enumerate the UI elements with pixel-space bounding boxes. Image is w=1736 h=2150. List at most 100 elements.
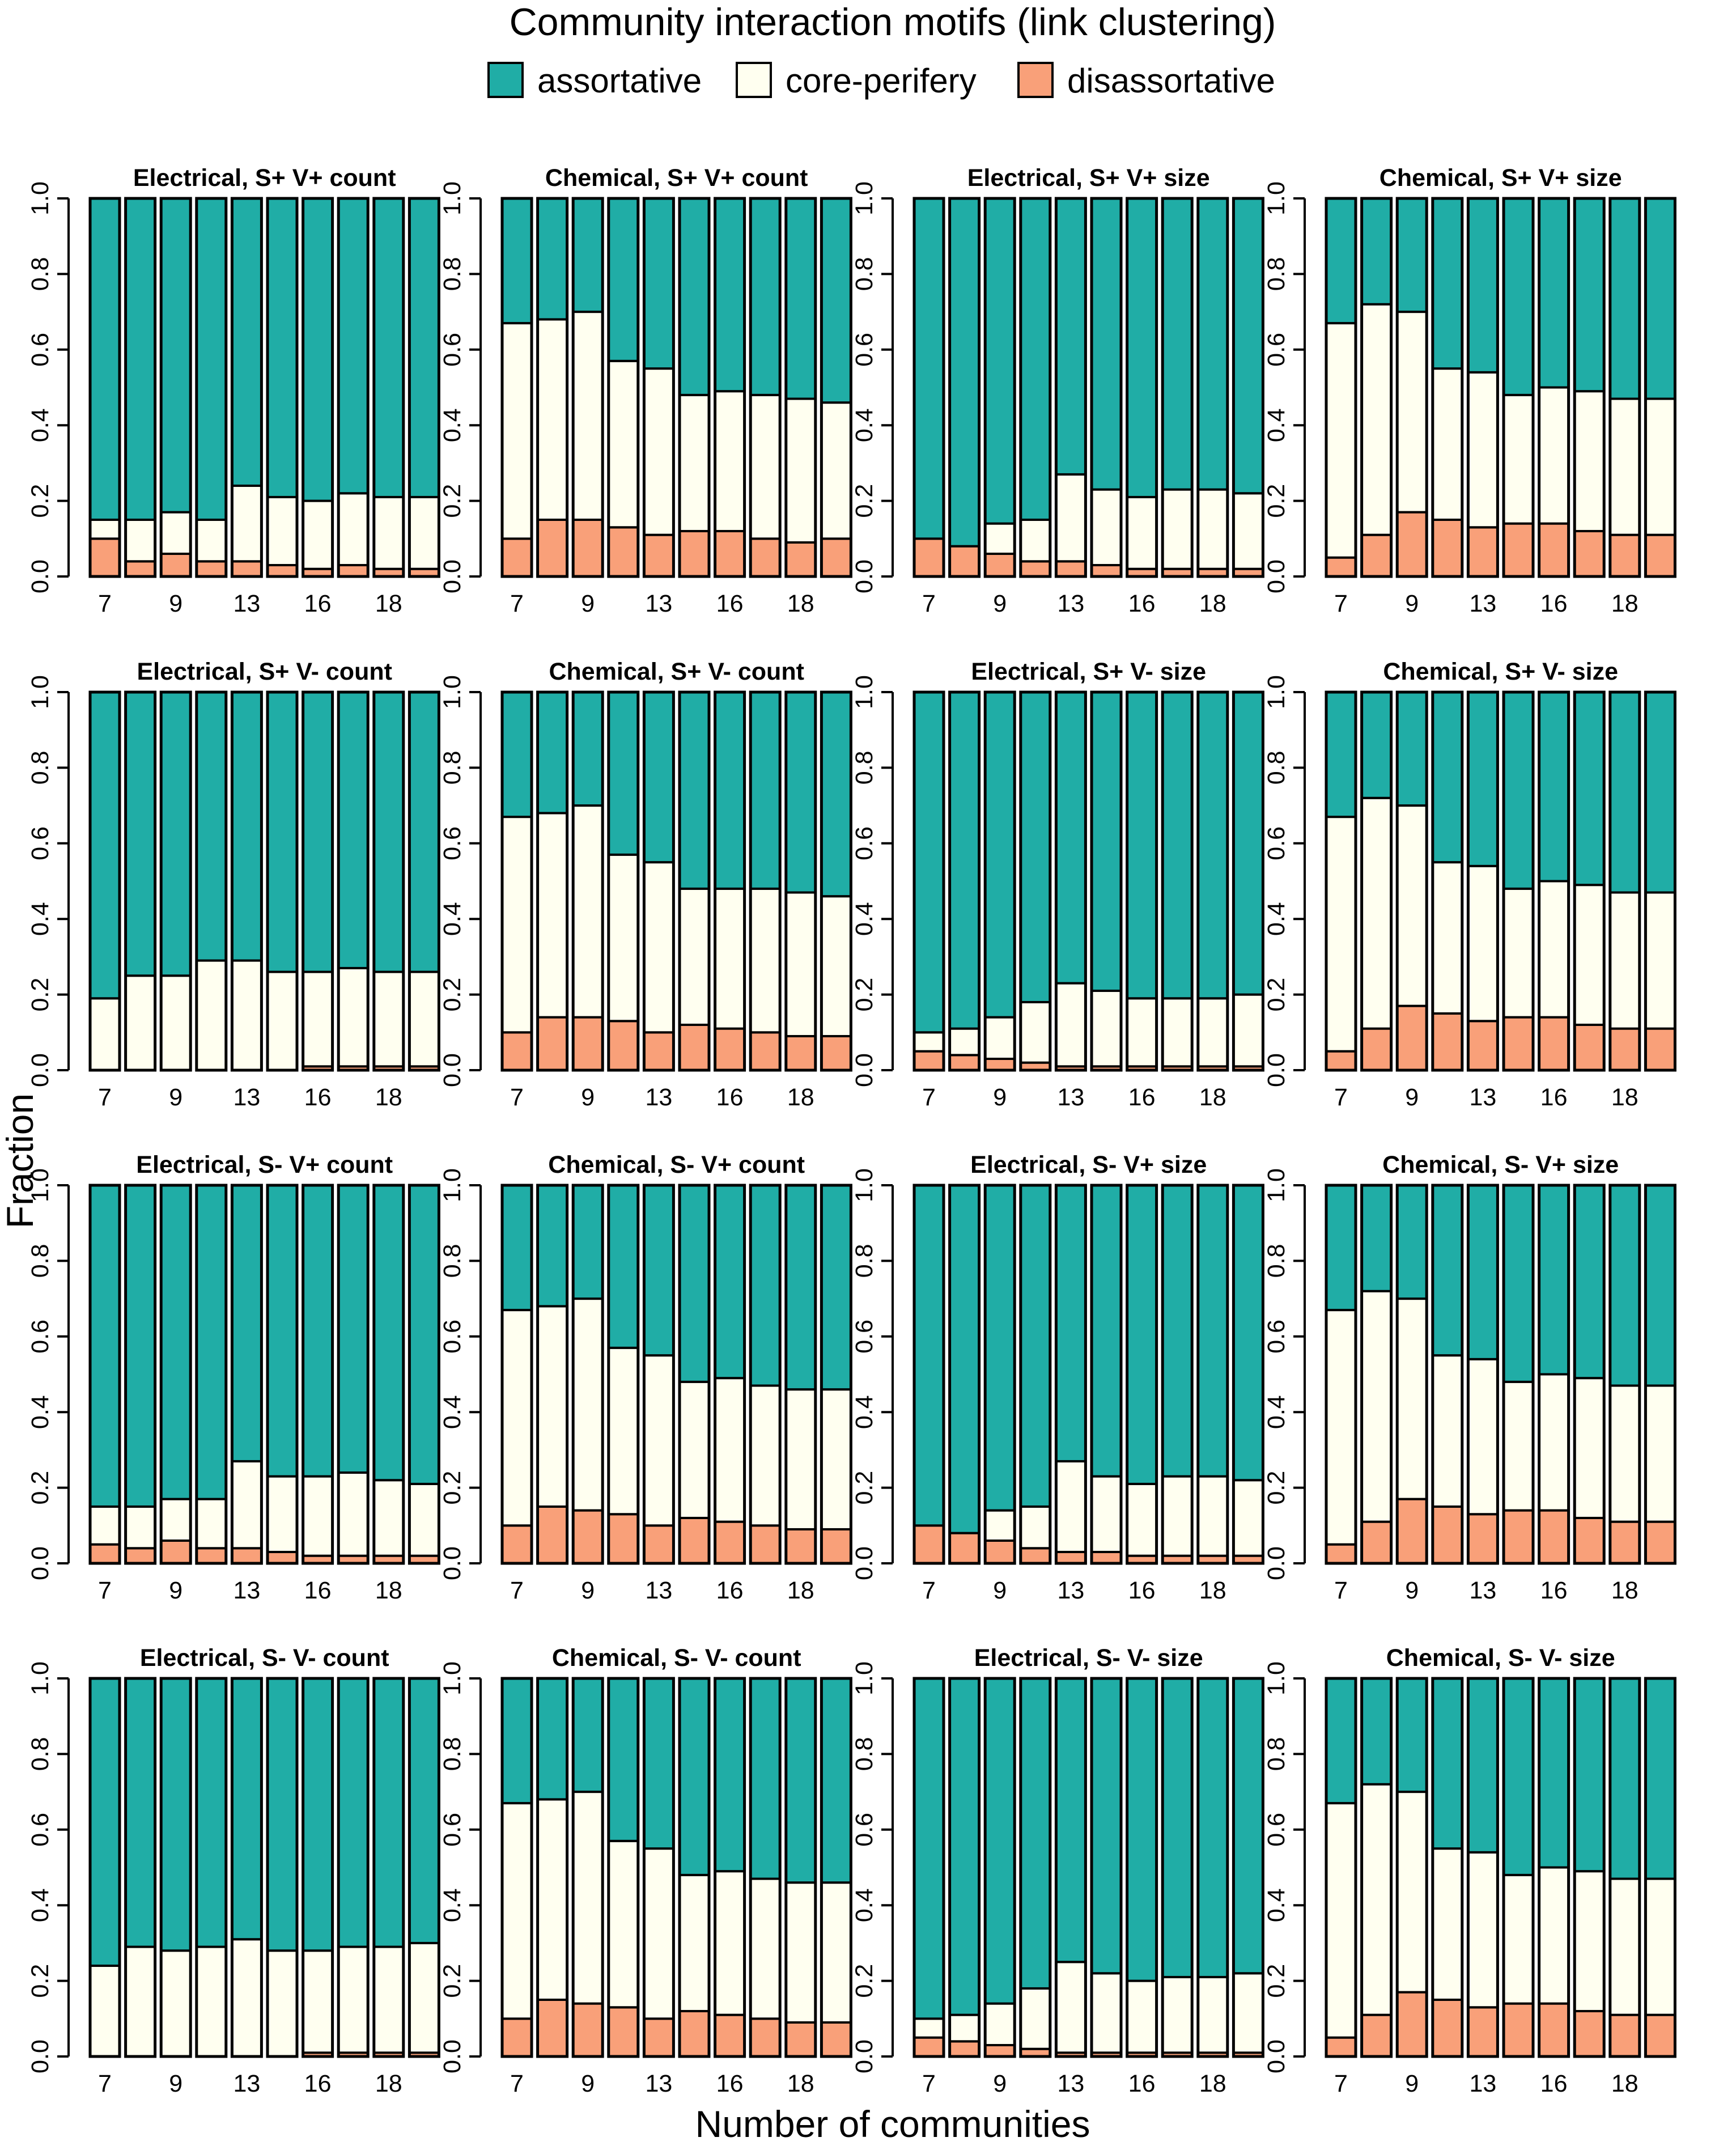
bar-segment-disassortative xyxy=(195,1547,227,1565)
bar-segment-disassortative xyxy=(1502,2002,1534,2058)
bar-segment-disassortative xyxy=(1538,522,1570,578)
bar-outline xyxy=(642,1677,675,2058)
bar-segment-disassortative xyxy=(1431,1012,1463,1071)
bar-segment-disassortative xyxy=(984,1539,1016,1564)
bar-segment-assortative xyxy=(1325,1677,1357,1805)
bar-segment-core-perifery xyxy=(1608,397,1641,536)
y-tick-label: 1.0 xyxy=(851,181,878,215)
bar-segment-disassortative xyxy=(1608,1027,1641,1072)
y-tick-label: 0.0 xyxy=(1263,1546,1290,1580)
bar-outline xyxy=(408,1184,440,1565)
bar-segment-core-perifery xyxy=(820,1388,852,1530)
bar-outline xyxy=(1644,1677,1676,2058)
bar-segment-assortative xyxy=(714,691,746,890)
bar-segment-assortative xyxy=(749,1677,782,1880)
bar-segment-assortative xyxy=(1431,197,1463,370)
panel-title: Electrical, S- V- size xyxy=(974,1644,1203,1672)
y-tick-label: 0.8 xyxy=(27,1244,54,1278)
bar-segment-assortative xyxy=(607,691,639,856)
x-tick-label: 13 xyxy=(1057,1577,1084,1604)
panel-title: Electrical, S+ V+ size xyxy=(967,164,1210,192)
bar-segment-assortative xyxy=(913,1677,945,2020)
panel-2: Chemical, S+ V+ count 0.0 0.2 0.4 0.6 0.8 1.0 7… xyxy=(439,164,852,617)
bar-segment-assortative xyxy=(1502,691,1534,890)
bar-segment-assortative xyxy=(948,691,981,1030)
x-tick-label: 13 xyxy=(233,1577,260,1604)
bar-segment-core-perifery xyxy=(1360,1290,1393,1523)
bar-outline xyxy=(749,1184,782,1565)
bar-segment-core-perifery xyxy=(1232,1479,1264,1557)
bar-outline xyxy=(536,1677,569,2058)
bar-segment-core-perifery xyxy=(1644,1877,1676,2016)
bar-outline xyxy=(302,197,334,578)
bar-outline xyxy=(372,197,405,578)
bar-segment-core-perifery xyxy=(124,1505,156,1550)
bar-segment-assortative xyxy=(572,1677,604,1793)
bar-outline xyxy=(1466,690,1499,1072)
bar-segment-assortative xyxy=(784,1677,817,1884)
x-tick-label: 9 xyxy=(993,1084,1007,1111)
bar-outline xyxy=(912,690,945,1072)
y-tick-label: 0.8 xyxy=(27,751,54,785)
x-tick-label: 16 xyxy=(716,2070,744,2097)
bar-outline xyxy=(820,1184,852,1565)
bar-segment-assortative xyxy=(1161,1677,1194,1978)
bar-segment-core-perifery xyxy=(1090,989,1122,1068)
bar-segment-core-perifery xyxy=(195,518,227,563)
bar-segment-core-perifery xyxy=(160,974,192,1071)
bar-outline xyxy=(678,690,711,1072)
bar-outline xyxy=(266,1184,299,1565)
bar-segment-core-perifery xyxy=(124,518,156,563)
y-tick-label: 0.8 xyxy=(27,1737,54,1771)
bar-segment-core-perifery xyxy=(984,1509,1016,1542)
x-tick-label: 16 xyxy=(1128,2070,1156,2097)
bar-segment-core-perifery xyxy=(984,1016,1016,1060)
bar-outline xyxy=(912,197,945,578)
bar-segment-disassortative xyxy=(1090,563,1122,578)
y-tick-label: 0.8 xyxy=(439,257,466,291)
bar-segment-core-perifery xyxy=(89,1964,121,2058)
bar-segment-assortative xyxy=(160,1677,192,1952)
x-tick-label: 13 xyxy=(1057,2070,1084,2097)
bar-segment-assortative xyxy=(1538,691,1570,883)
bar-segment-core-perifery xyxy=(195,959,227,1071)
y-tick-label: 0.8 xyxy=(851,751,878,785)
bar-segment-disassortative xyxy=(572,2002,604,2058)
bar-segment-core-perifery xyxy=(678,393,710,532)
bar-segment-core-perifery xyxy=(536,318,568,521)
bar-outline xyxy=(1395,1677,1428,2058)
bar-segment-disassortative xyxy=(643,2017,675,2058)
bar-segment-assortative xyxy=(89,197,121,521)
bar-outline xyxy=(124,690,157,1072)
y-tick-label: 0.4 xyxy=(1263,902,1290,936)
bar-segment-core-perifery xyxy=(1055,1460,1087,1553)
y-tick-label: 0.4 xyxy=(27,408,54,442)
bar-outline xyxy=(1196,1184,1229,1565)
bar-outline xyxy=(642,690,675,1072)
bar-segment-core-perifery xyxy=(1644,397,1676,536)
bar-segment-core-perifery xyxy=(1573,390,1606,532)
x-tick-label: 9 xyxy=(1405,2070,1419,2097)
bar-segment-core-perifery xyxy=(1538,1373,1570,1512)
bar-segment-assortative xyxy=(501,197,533,325)
bar-outline xyxy=(571,690,604,1072)
bar-segment-core-perifery xyxy=(1467,1358,1499,1516)
bar-segment-assortative xyxy=(1360,197,1393,306)
bar-segment-core-perifery xyxy=(572,311,604,521)
bar-segment-disassortative xyxy=(266,563,298,578)
y-tick-label: 1.0 xyxy=(1263,1661,1290,1695)
bar-segment-disassortative xyxy=(607,1020,639,1072)
y-tick-label: 0.6 xyxy=(851,333,878,367)
bar-segment-core-perifery xyxy=(1538,1866,1570,2005)
bar-segment-disassortative xyxy=(948,2040,981,2058)
bar-segment-assortative xyxy=(536,1677,568,1801)
x-tick-label: 7 xyxy=(922,1577,936,1604)
bar-segment-assortative xyxy=(195,1184,227,1500)
bar-segment-core-perifery xyxy=(89,997,121,1072)
bar-segment-assortative xyxy=(1232,197,1264,495)
bar-outline xyxy=(159,1677,192,2058)
bar-segment-assortative xyxy=(195,1677,227,1948)
bar-outline xyxy=(607,1677,640,2058)
bar-segment-core-perifery xyxy=(1325,1802,1357,2039)
bar-outline xyxy=(195,1184,228,1565)
